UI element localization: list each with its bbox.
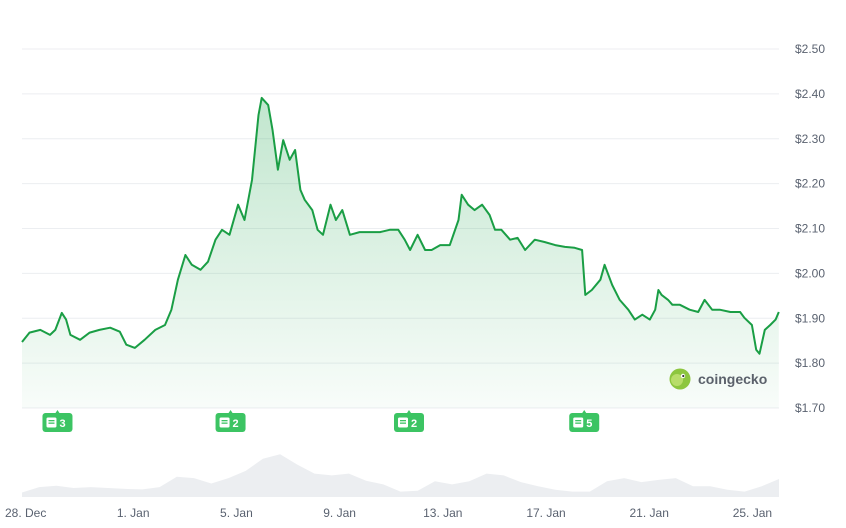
badge-count: 2 (411, 418, 417, 430)
x-tick-label: 21. Jan (630, 506, 669, 520)
news-event-badge[interactable]: 3 (42, 410, 73, 432)
news-event-badge[interactable]: 5 (569, 410, 600, 432)
x-tick-label: 5. Jan (220, 506, 253, 520)
badge-count: 3 (59, 418, 65, 430)
y-tick-label: $2.10 (795, 222, 825, 236)
x-tick-label: 25. Jan (733, 506, 772, 520)
news-icon (219, 417, 230, 428)
volume-area (22, 454, 779, 497)
gecko-logo-icon (669, 368, 691, 390)
y-tick-label: $2.40 (795, 87, 825, 101)
x-tick-label: 1. Jan (117, 506, 150, 520)
y-axis: $2.50 $2.40 $2.30 $2.20 $2.10 $2.00 $1.90 $1.80… (795, 42, 825, 415)
news-event-badge[interactable]: 2 (215, 410, 246, 432)
y-tick-label: $1.70 (795, 401, 825, 415)
badge-count: 5 (586, 418, 592, 430)
x-tick-label: 17. Jan (526, 506, 565, 520)
news-icon (398, 417, 408, 428)
news-icon (573, 417, 584, 428)
y-tick-label: $1.90 (795, 311, 825, 325)
y-tick-label: $2.20 (795, 177, 825, 191)
price-line[interactable] (21, 96, 780, 355)
news-event-badge[interactable]: 2 (394, 410, 424, 432)
watermark-text: coingecko (698, 371, 767, 387)
news-icon (46, 417, 57, 428)
coingecko-watermark: coingecko (669, 368, 767, 390)
x-tick-label: 28. Dec (5, 506, 46, 520)
badge-count: 2 (233, 418, 239, 430)
y-tick-label: $2.50 (795, 42, 825, 56)
price-area (22, 97, 779, 409)
y-tick-label: $2.00 (795, 266, 825, 280)
y-tick-label: $1.80 (795, 356, 825, 370)
x-tick-label: 13. Jan (423, 506, 462, 520)
x-axis: 28. Dec 1. Jan 5. Jan 9. Jan 13. Jan 17. Jan 2… (5, 506, 772, 520)
event-badges: 3 2 2 5 (42, 410, 600, 432)
x-tick-label: 9. Jan (323, 506, 356, 520)
y-tick-label: $2.30 (795, 132, 825, 146)
